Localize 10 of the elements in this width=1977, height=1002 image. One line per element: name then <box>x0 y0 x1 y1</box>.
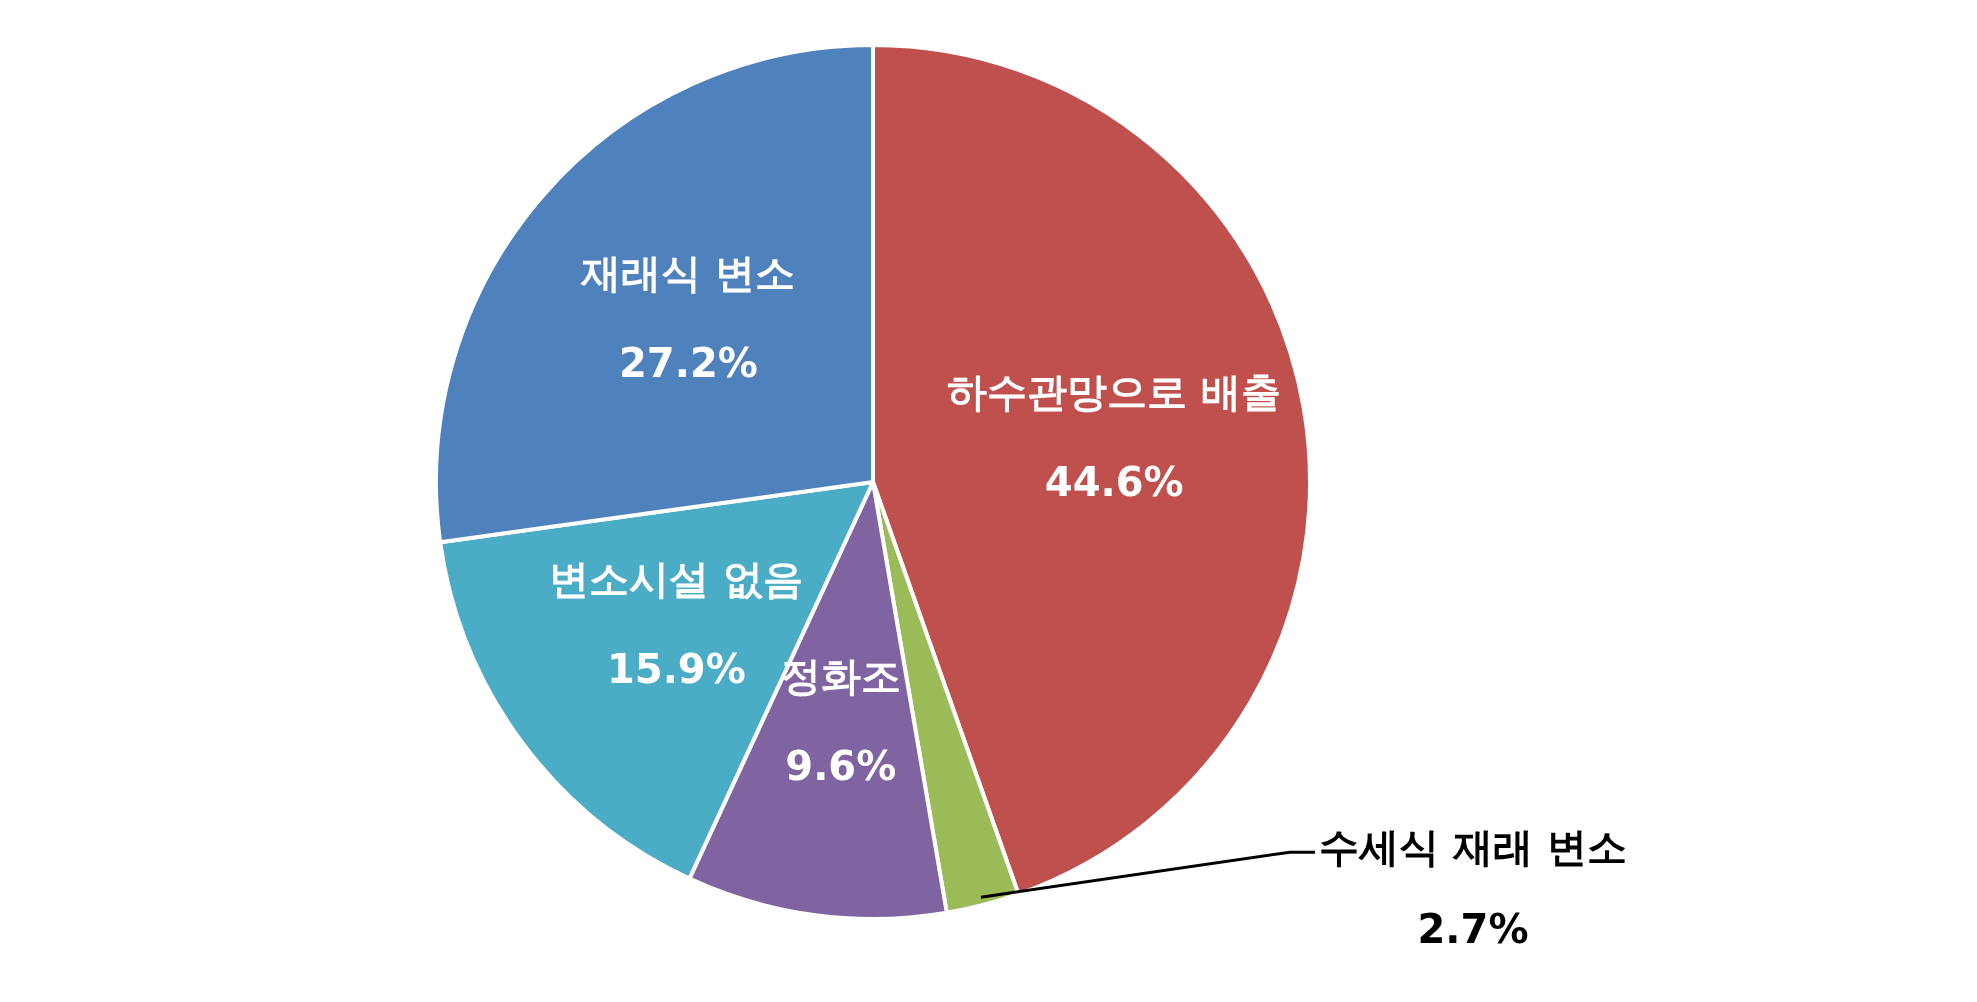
slice-label: 정화조 <box>780 652 901 699</box>
slice-label: 변소시설 없음 <box>549 556 804 603</box>
slice-label: 하수관망으로 배출 <box>947 369 1282 416</box>
slice-label: 수세식 재래 변소 <box>1319 823 1627 870</box>
data-label: 15.9% <box>606 646 746 693</box>
data-label: 9.6% <box>785 742 897 789</box>
slice-label: 재래식 변소 <box>580 249 796 296</box>
data-label: 44.6% <box>1044 459 1184 506</box>
data-label: 2.7% <box>1417 905 1529 952</box>
data-label: 27.2% <box>619 339 758 386</box>
